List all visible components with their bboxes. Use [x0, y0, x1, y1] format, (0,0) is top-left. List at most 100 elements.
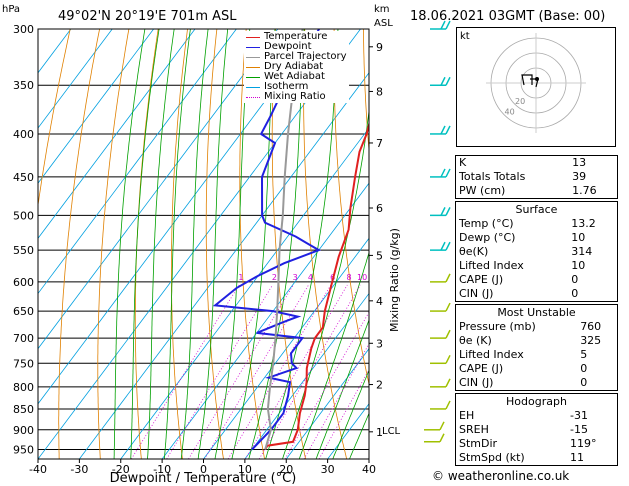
legend-item: Temperature	[246, 32, 347, 42]
mixing-ratio-line	[303, 343, 369, 459]
wind-barb	[430, 329, 451, 339]
wind-barb-feather	[445, 241, 451, 251]
isotherm-line	[38, 29, 113, 129]
wind-barb	[430, 354, 451, 365]
index-row: θe (K) 325	[456, 334, 617, 348]
wind-barb	[430, 400, 451, 410]
profile-dewpoint	[212, 29, 322, 451]
indices-surface: Surface Temp (°C) 13.2 Dewp (°C) 10 θe(K) 314…	[455, 201, 618, 302]
km-tick-label: 2	[376, 379, 383, 392]
wind-barb-feather	[440, 241, 446, 251]
index-label: CIN (J)	[459, 376, 494, 389]
index-label: θe (K)	[459, 334, 492, 347]
index-row: θe(K) 314	[456, 245, 617, 259]
surface-title: Surface	[515, 203, 558, 216]
legend-label: Dry Adiabat	[264, 61, 324, 72]
wind-barb-feather	[440, 20, 446, 30]
wind-barb-feather	[445, 76, 451, 86]
dry-adiabat-line	[171, 29, 188, 459]
legend-swatch	[246, 66, 260, 68]
legend-label: Dewpoint	[264, 41, 312, 52]
mixing-ratio-line	[131, 284, 240, 459]
wind-barb	[430, 168, 451, 178]
dry-adiabat-line	[271, 29, 306, 459]
pressure-tick-label: 350	[13, 79, 34, 92]
index-label: Lifted Index	[459, 348, 524, 361]
index-label: Pressure (mb)	[459, 320, 536, 333]
legend-swatch	[246, 46, 260, 48]
index-label: SREH	[459, 423, 489, 436]
watermark: © weatheronline.co.uk	[432, 469, 570, 483]
hodograph-ring-label: 40	[505, 108, 515, 117]
pressure-tick-label: 300	[13, 23, 34, 36]
legend-label: Parcel Trajectory	[264, 51, 347, 62]
dry-adiabat-line	[97, 29, 130, 459]
dry-adiabat-line	[205, 29, 224, 459]
km-tick-label: 4	[376, 295, 383, 308]
km-tick-label: 6	[376, 202, 383, 215]
lcl-label: LCL	[382, 426, 401, 437]
index-value: 1.76	[572, 184, 597, 197]
wind-barb	[430, 273, 451, 283]
wind-barb-feather	[445, 329, 451, 339]
pressure-tick-label: 500	[13, 209, 34, 222]
profile-parcel-trajectory	[264, 29, 304, 450]
wind-barb	[424, 421, 445, 431]
mixing-ratio-line	[245, 284, 348, 459]
index-value: 0	[571, 287, 579, 300]
x-tick-label: -40	[29, 463, 47, 476]
mixing-ratio-line	[258, 284, 361, 459]
wind-barb-feather	[445, 207, 451, 216]
legend-swatch	[246, 56, 260, 58]
index-label: Lifted Index	[459, 259, 524, 272]
legend-item: Dry Adiabat	[246, 62, 347, 72]
index-row: StmDir 119°	[456, 437, 617, 451]
isotherm-line	[38, 29, 237, 295]
index-label: Totals Totals	[459, 170, 526, 183]
pressure-tick-label: 400	[13, 128, 34, 141]
mixing-ratio-line	[188, 284, 294, 459]
index-row: CIN (J) 0	[456, 376, 617, 390]
isotherm-line	[38, 29, 279, 350]
index-label: θe(K)	[459, 245, 489, 258]
indices-most-unstable: Most Unstable Pressure (mb) 760 θe (K) 325 L…	[455, 304, 618, 391]
x-tick-label: -30	[70, 463, 88, 476]
wet-adiabat-line	[163, 29, 191, 459]
index-label: EH	[459, 409, 475, 422]
wind-barb-feather	[445, 168, 451, 178]
wind-barb	[430, 20, 451, 30]
isotherm-line	[38, 29, 72, 74]
index-value: 13	[572, 156, 587, 169]
km-tick-label: 8	[376, 85, 383, 98]
index-row: Lifted Index 10	[456, 259, 617, 273]
wind-barb-feather	[445, 125, 451, 135]
location-label: 49°02'N 20°19'E 701m ASL	[58, 9, 237, 24]
wind-barb-feather	[445, 20, 451, 30]
x-axis-label: Dewpoint / Temperature (°C)	[110, 471, 297, 486]
wet-adiabat-line	[180, 29, 209, 459]
legend-label: Temperature	[264, 31, 328, 42]
index-label: Temp (°C)	[459, 217, 514, 230]
index-row: StmSpd (kt) 11	[456, 451, 617, 465]
dry-adiabat-line	[134, 29, 159, 459]
km-tick-label: 7	[376, 137, 383, 150]
index-row: K 13	[456, 156, 617, 170]
indices-basic: K 13 Totals Totals 39 PW (cm) 1.76	[455, 155, 618, 199]
pressure-tick-label: 450	[13, 171, 34, 184]
asl-unit: ASL	[374, 18, 393, 29]
wind-barb	[430, 207, 451, 217]
index-value: 10	[571, 231, 586, 244]
index-value: 325	[580, 334, 602, 347]
mixing-ratio-label: 25	[413, 273, 423, 282]
mixing-ratio-label: 10	[357, 273, 367, 282]
wind-barb-feather	[445, 302, 451, 312]
wind-barb	[430, 378, 451, 388]
legend-swatch	[246, 36, 260, 38]
index-value: -31	[569, 409, 588, 422]
wind-barb-feather	[445, 400, 451, 410]
index-value: 10	[571, 259, 586, 272]
pressure-tick-label: 550	[13, 244, 34, 257]
km-tick-label: 3	[376, 337, 383, 350]
wet-adiabat-line	[298, 251, 369, 459]
